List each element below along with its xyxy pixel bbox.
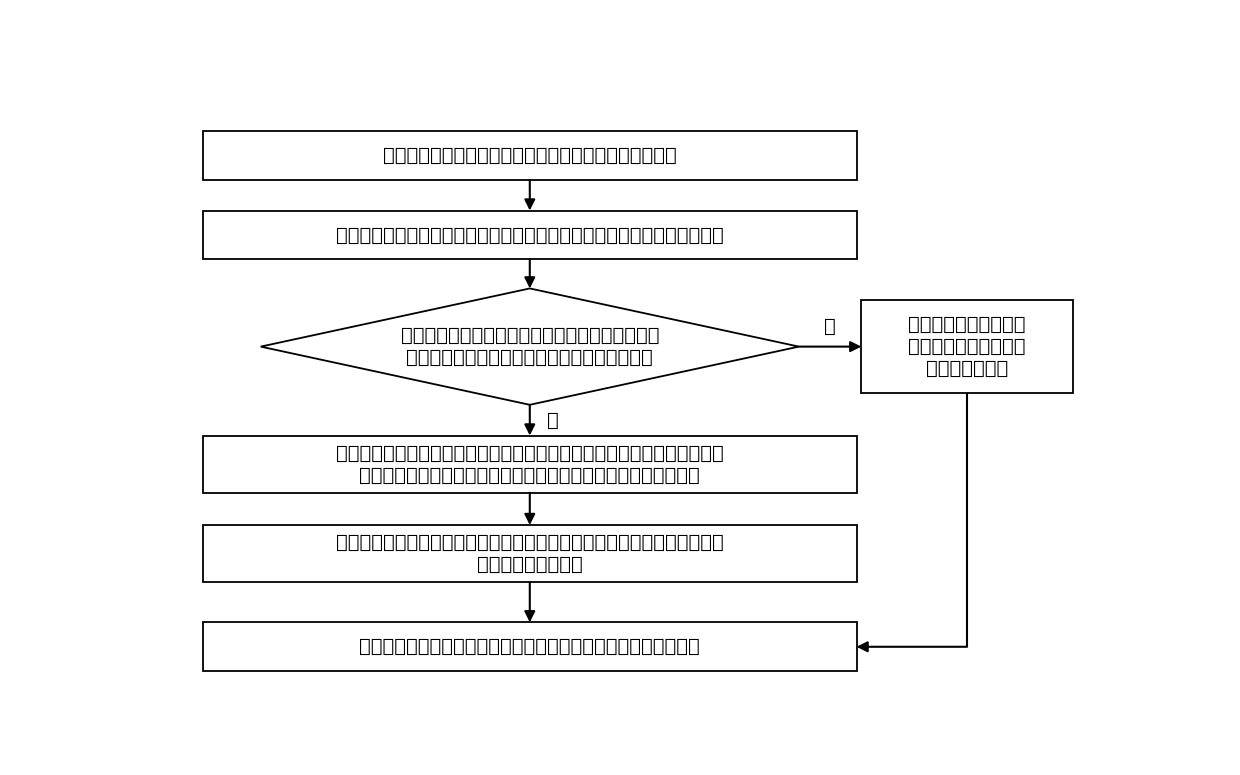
Text: 针对预定飞行轨道，采集轨道上的关键点并建立点群集合: 针对预定飞行轨道，采集轨道上的关键点并建立点群集合	[383, 146, 677, 165]
Bar	[203, 211, 857, 260]
Text: 重复上述步骤，将飞行器实际运动过程中经历的所有待测点，分别求出各待
测点的实际气动参数: 重复上述步骤，将飞行器实际运动过程中经历的所有待测点，分别求出各待 测点的实际气…	[336, 533, 724, 574]
Bar	[203, 131, 857, 180]
Polygon shape	[260, 288, 799, 405]
Bar	[203, 525, 857, 582]
Text: 将所有待测点关联的实际气动参数绘制目标飞行器的表面热流云图: 将所有待测点关联的实际气动参数绘制目标飞行器的表面热流云图	[360, 637, 701, 656]
Text: 否: 否	[547, 411, 559, 429]
Text: 根据所有关键点关联的基本飞行参数、基本气动参数和该待测点关联的实际
飞行参数，利用拉格朗日多项式插值得到该待测点的实际气动参数: 根据所有关键点关联的基本飞行参数、基本气动参数和该待测点关联的实际 飞行参数，利…	[336, 443, 724, 484]
Text: 是: 是	[825, 317, 836, 336]
Bar	[203, 622, 857, 671]
Text: 遍历预定飞行轨道所有关键点，判断是否有关键点
的基本飞行参数与该待测点的实际飞行参数相同: 遍历预定飞行轨道所有关键点，判断是否有关键点 的基本飞行参数与该待测点的实际飞行…	[401, 326, 658, 367]
Text: 调取该关键点的基本气
动参数，作为该待测点
的实际气动参数: 调取该关键点的基本气 动参数，作为该待测点 的实际气动参数	[908, 315, 1025, 378]
Text: 针对目标飞行器，采集飞行器实际运动到某待测点时飞行器的实际飞行参数: 针对目标飞行器，采集飞行器实际运动到某待测点时飞行器的实际飞行参数	[336, 226, 724, 245]
Bar	[862, 301, 1073, 393]
Bar	[203, 436, 857, 493]
